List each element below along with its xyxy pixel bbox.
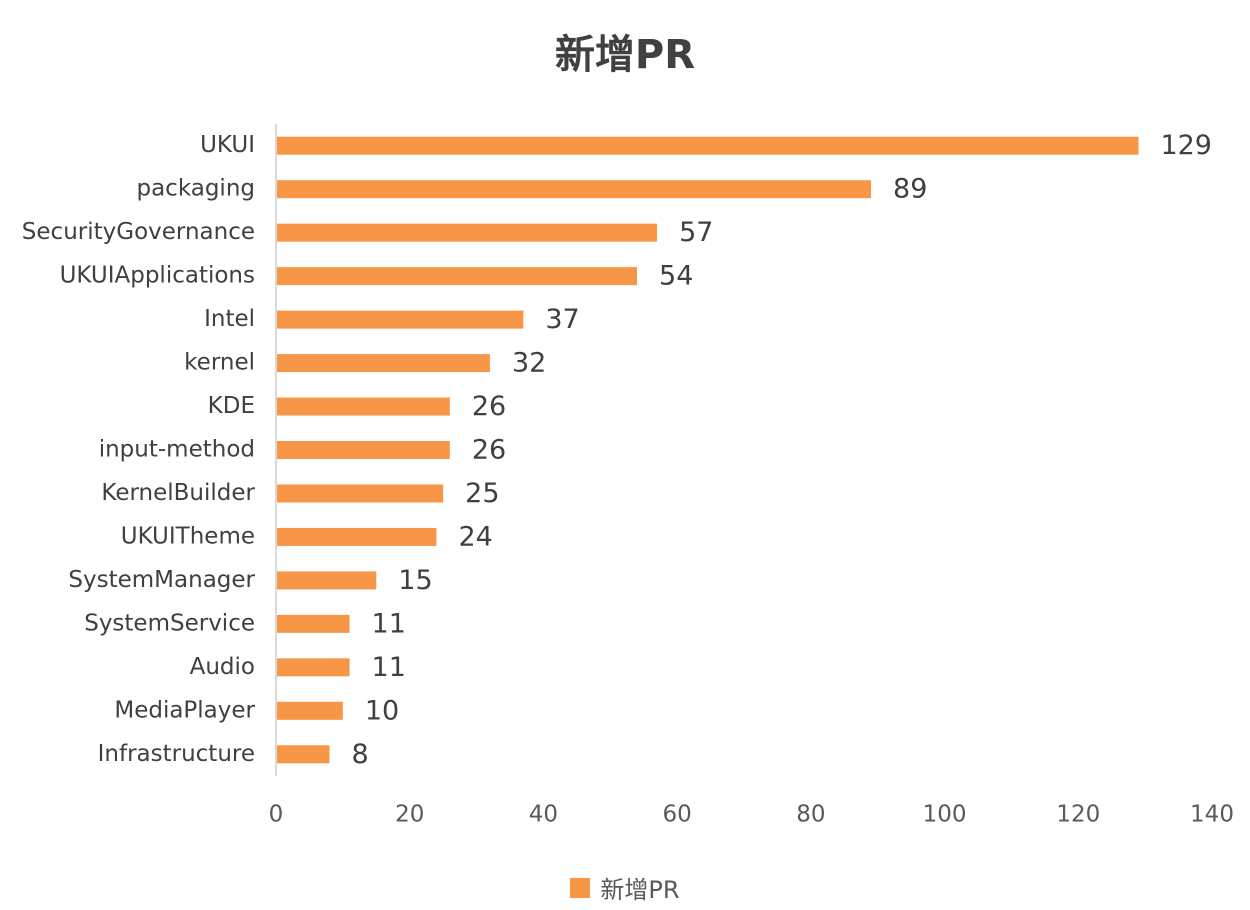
category-label: Intel	[204, 306, 255, 332]
bar	[277, 180, 872, 199]
x-tick-label: 60	[663, 802, 692, 828]
bar	[277, 354, 490, 373]
bar	[277, 571, 377, 590]
legend-label: 新增PR	[600, 876, 680, 904]
x-tick-label: 0	[269, 802, 284, 828]
category-label: MediaPlayer	[114, 697, 255, 723]
bar	[277, 223, 658, 242]
bar	[277, 745, 330, 764]
data-label: 24	[458, 521, 492, 552]
category-label: Audio	[190, 654, 255, 680]
data-label: 26	[472, 435, 506, 466]
data-label: 57	[679, 217, 713, 248]
bar	[277, 701, 343, 720]
data-label: 15	[398, 565, 432, 596]
x-tick-label: 80	[796, 802, 825, 828]
x-tick-label: 20	[395, 802, 424, 828]
x-tick-label: 140	[1190, 802, 1234, 828]
data-label: 54	[659, 261, 693, 292]
x-tick-label: 40	[529, 802, 558, 828]
category-label: packaging	[136, 176, 255, 202]
category-label: SecurityGovernance	[22, 219, 255, 245]
bar	[277, 136, 1139, 155]
x-axis-ticks: 0 20 40 60 80 100 120 140	[269, 802, 1234, 828]
data-label: 32	[512, 348, 546, 379]
category-label: SystemService	[84, 610, 255, 636]
data-label: 10	[365, 695, 399, 726]
bar	[277, 397, 450, 416]
category-label: UKUIApplications	[60, 263, 255, 289]
data-label: 11	[372, 608, 406, 639]
category-label: UKUITheme	[121, 523, 255, 549]
x-tick-label: 120	[1056, 802, 1100, 828]
category-labels: UKUI packaging SecurityGovernance UKUIAppli…	[22, 132, 256, 767]
x-tick-label: 100	[923, 802, 967, 828]
data-label: 129	[1160, 130, 1212, 161]
bars	[277, 136, 1139, 764]
chart-title: 新增PR	[554, 32, 696, 78]
data-label: 25	[465, 478, 499, 509]
bar-chart: UKUI packaging SecurityGovernance UKUIAppli…	[22, 124, 1234, 828]
data-label: 11	[372, 652, 406, 683]
bar	[277, 267, 638, 286]
bar	[277, 658, 350, 677]
bar	[277, 527, 437, 546]
category-label: SystemManager	[68, 567, 255, 593]
category-label: input-method	[99, 437, 255, 463]
bar	[277, 310, 524, 329]
category-label: KDE	[208, 393, 255, 419]
category-label: kernel	[184, 350, 255, 376]
bar	[277, 441, 450, 459]
bar	[277, 614, 350, 633]
legend: 新增PR	[0, 870, 1250, 905]
bar	[277, 484, 444, 503]
category-label: UKUI	[200, 132, 255, 158]
data-label: 8	[351, 739, 368, 770]
data-label: 26	[472, 391, 506, 422]
data-label: 37	[545, 304, 579, 335]
data-label: 89	[893, 174, 927, 205]
category-label: Infrastructure	[98, 741, 255, 767]
legend-swatch	[570, 877, 591, 898]
category-label: KernelBuilder	[101, 480, 255, 506]
